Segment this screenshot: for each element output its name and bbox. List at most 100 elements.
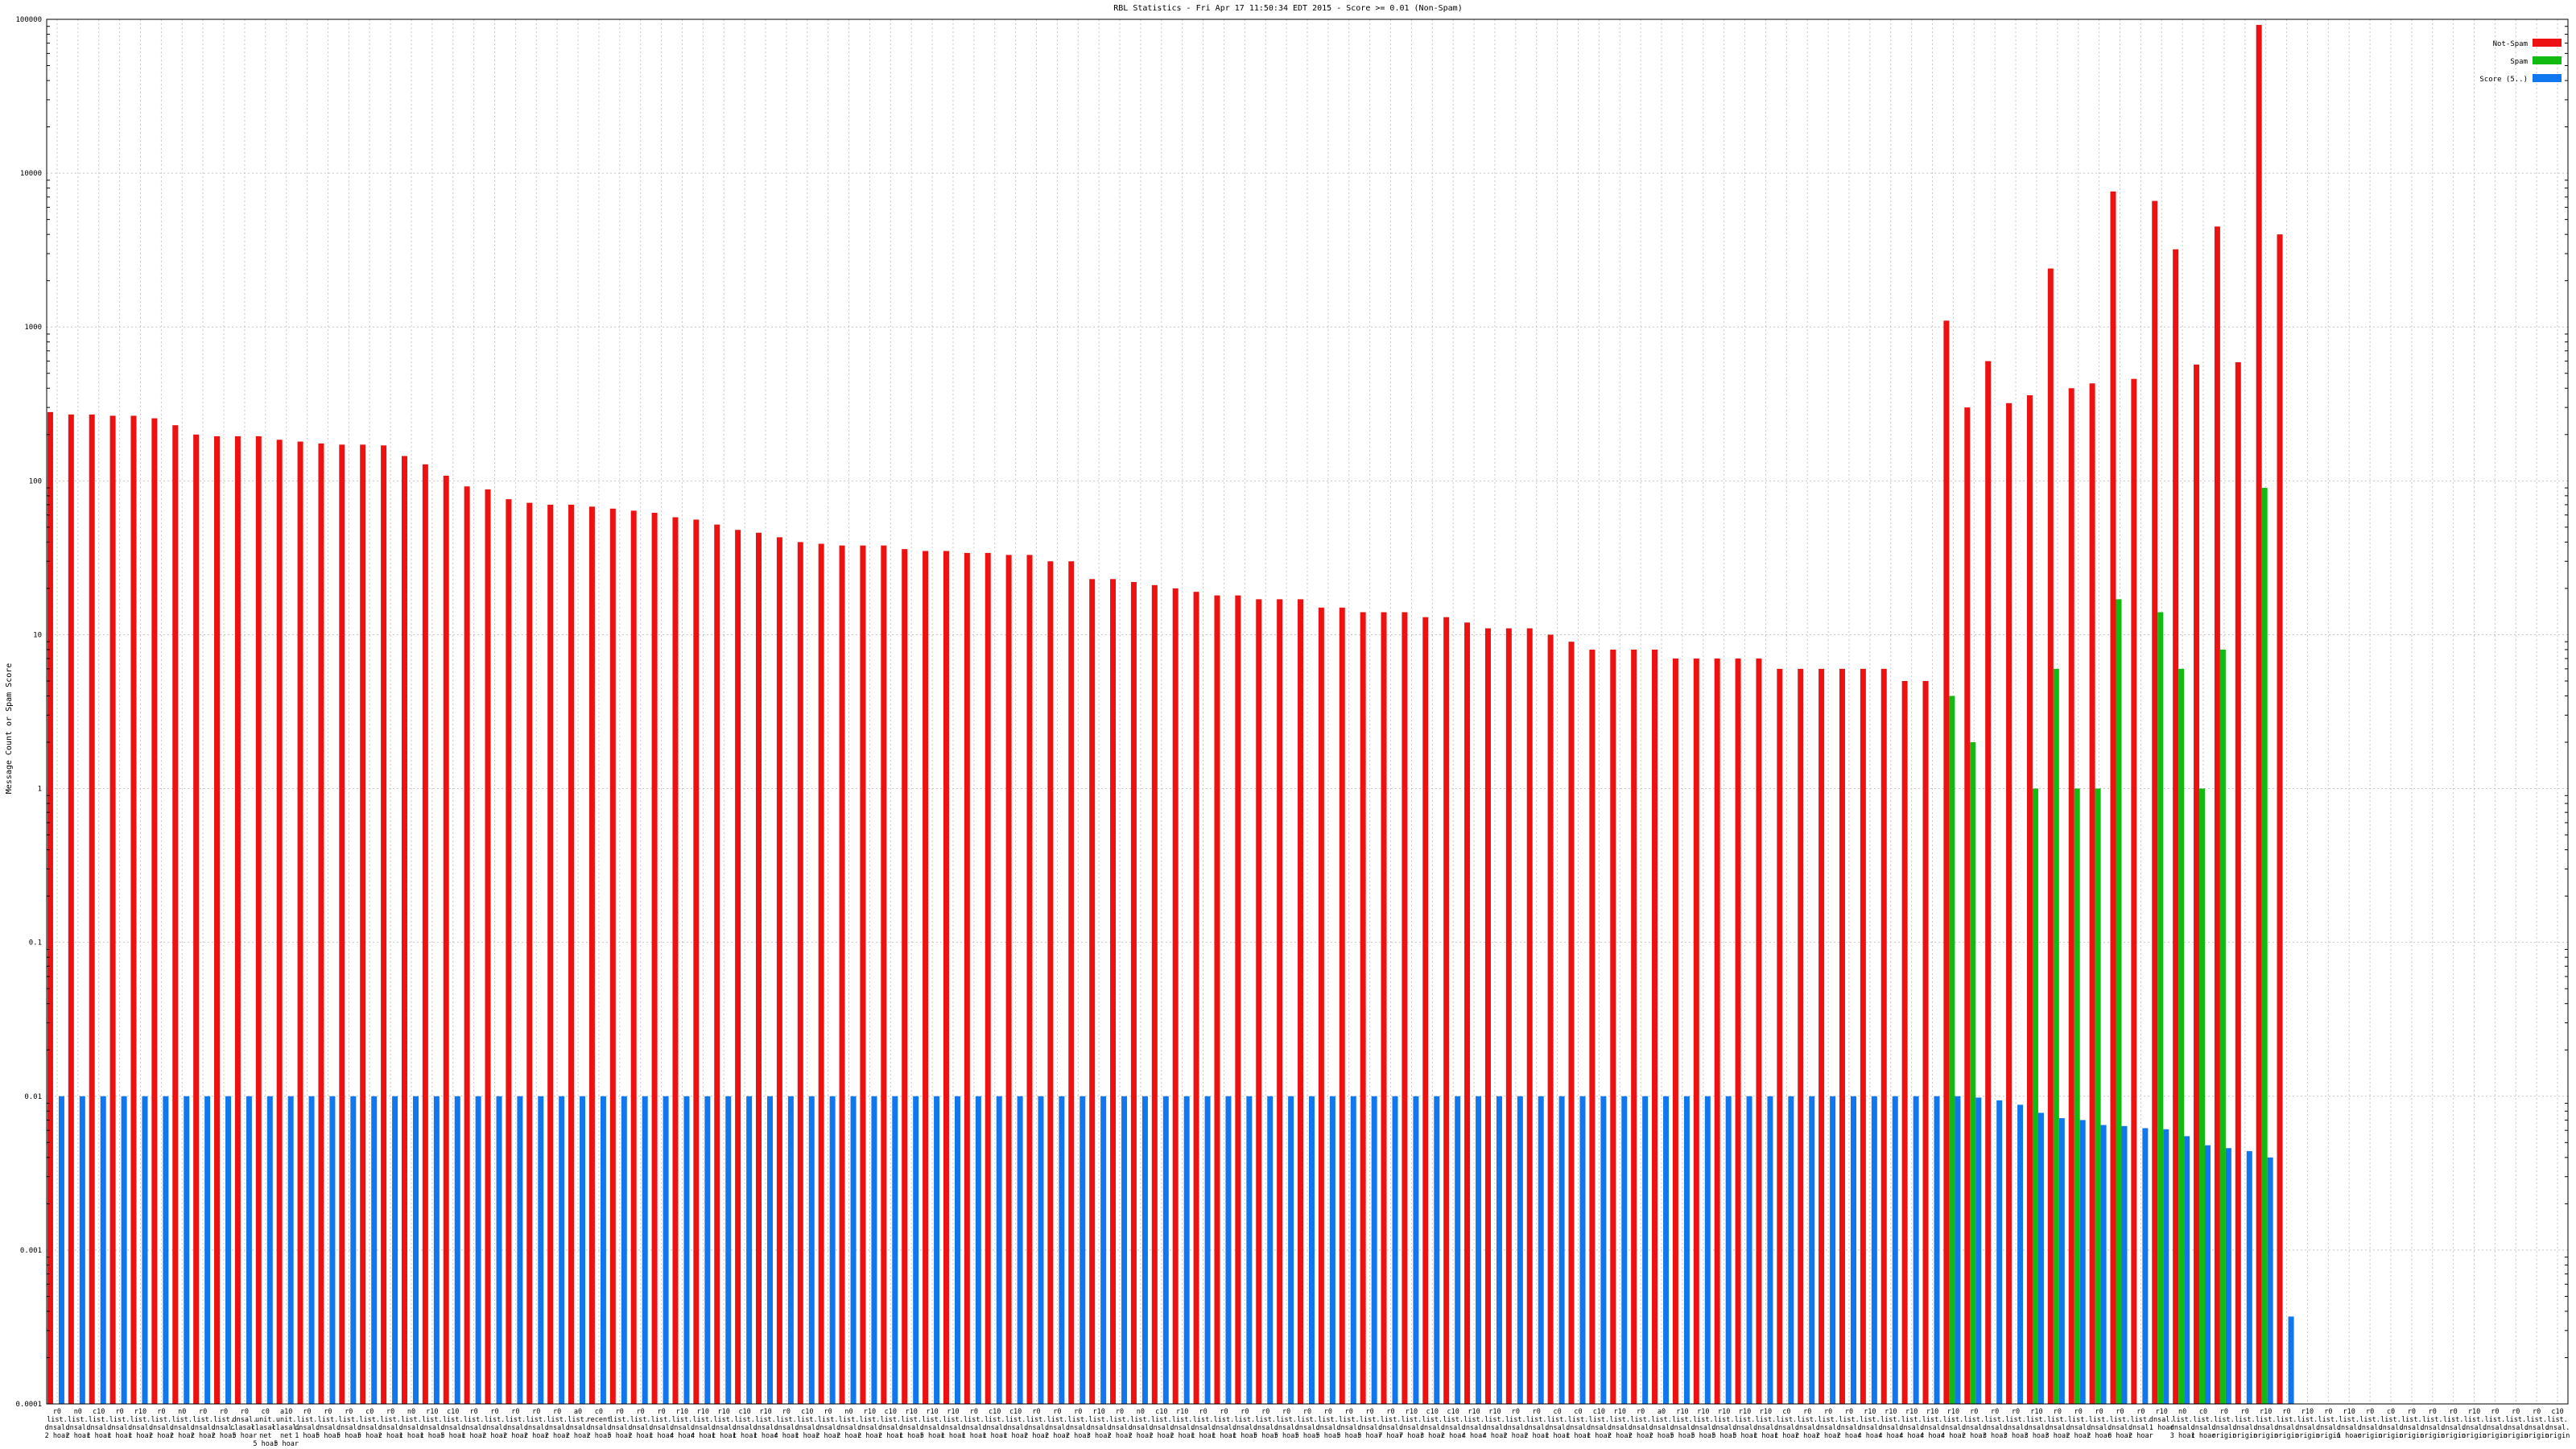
bar-score bbox=[225, 1096, 232, 1404]
bar-score bbox=[871, 1096, 877, 1404]
bar-not-spam bbox=[964, 552, 970, 1404]
x-category-label: n0 list. dnsal. 1 hoar bbox=[399, 1408, 424, 1440]
x-category-label: r10 list. dnsal. 3 hoar bbox=[2025, 1408, 2050, 1440]
bar-not-spam bbox=[1318, 607, 1324, 1404]
x-category-label: r0 list. dnsal. 2 hoar bbox=[1837, 1408, 1862, 1440]
bar-not-spam bbox=[2110, 191, 2116, 1405]
bar-score bbox=[1121, 1096, 1128, 1404]
x-category-label: r0 list. dnsal. 7 hoar bbox=[1378, 1408, 1403, 1440]
bar-not-spam bbox=[1360, 612, 1366, 1404]
x-category-label: r0 list. dnsal. 1 hoar bbox=[461, 1408, 486, 1440]
x-category-label: r0 list. dnsal. 1 hoar bbox=[1232, 1408, 1257, 1440]
x-category-label: r0 list. dnsal. 6 hoar bbox=[2107, 1408, 2132, 1440]
bar-score bbox=[2058, 1118, 2065, 1404]
x-category-label: a0 list. dnsal. 2 hoar bbox=[566, 1408, 591, 1440]
y-tick-label: 0.01 bbox=[24, 1093, 42, 1101]
x-category-label: c0 list. dnsal. 5 hoar bbox=[357, 1408, 382, 1440]
y-tick-label: 100 bbox=[29, 477, 42, 485]
bar-not-spam bbox=[818, 543, 824, 1405]
bar-not-spam bbox=[297, 441, 303, 1405]
bar-score bbox=[1704, 1096, 1711, 1404]
bar-not-spam bbox=[693, 519, 700, 1404]
bar-not-spam bbox=[255, 436, 262, 1404]
x-category-label: r10 list. dnsal. 2 hoar bbox=[857, 1408, 882, 1440]
x-category-label: r10 list. dnsal. 1 hoar bbox=[712, 1408, 737, 1440]
bar-not-spam bbox=[588, 506, 595, 1404]
bar-spam bbox=[2219, 649, 2226, 1404]
bar-score bbox=[184, 1096, 190, 1404]
bar-not-spam bbox=[2047, 268, 2054, 1405]
bar-not-spam bbox=[360, 444, 366, 1404]
bar-spam bbox=[2116, 599, 2122, 1404]
bar-score bbox=[996, 1096, 1002, 1404]
bar-not-spam bbox=[1714, 658, 1720, 1404]
x-category-label: r0 list. dnsal. origin bbox=[2504, 1408, 2529, 1440]
x-category-label: r0 list. dnsal. 3 hoar bbox=[1983, 1408, 2008, 1440]
bar-score bbox=[913, 1096, 919, 1404]
bar-score bbox=[1059, 1096, 1065, 1404]
y-tick-label: 0.1 bbox=[29, 939, 42, 947]
bar-score bbox=[1350, 1096, 1356, 1404]
x-category-label: n0 list. dnsal. 2 hoar bbox=[65, 1408, 90, 1440]
legend: Not-Spam Spam Score (5..) bbox=[2479, 39, 2562, 84]
x-category-label: r10 list. dnsal. 4 hoar bbox=[670, 1408, 695, 1440]
x-category-label: r0 list. dnsal. 2 hoar bbox=[815, 1408, 840, 1440]
bar-not-spam bbox=[1214, 595, 1220, 1404]
bar-score bbox=[58, 1096, 64, 1404]
bar-not-spam bbox=[568, 504, 575, 1405]
bar-score bbox=[142, 1096, 148, 1404]
bar-not-spam bbox=[339, 444, 345, 1404]
bar-score bbox=[1600, 1096, 1607, 1404]
bar-not-spam bbox=[1089, 579, 1096, 1404]
bar-score bbox=[621, 1096, 627, 1404]
y-tick-label: 0.001 bbox=[20, 1247, 42, 1255]
bar-spam bbox=[1970, 742, 1976, 1404]
bar-not-spam bbox=[651, 513, 658, 1405]
x-category-label: c10 list. dnsal. 1 hoar bbox=[982, 1408, 1007, 1440]
x-category-label: r0 list. dnsal. origin bbox=[2400, 1408, 2425, 1440]
bar-score bbox=[1225, 1096, 1232, 1404]
bar-score bbox=[1371, 1096, 1377, 1404]
bar-score bbox=[121, 1096, 127, 1404]
bar-not-spam bbox=[735, 530, 741, 1404]
bar-not-spam bbox=[2089, 383, 2095, 1404]
bar-not-spam bbox=[1464, 622, 1471, 1404]
bar-not-spam bbox=[756, 532, 762, 1404]
bar-score bbox=[2037, 1113, 2044, 1404]
y-tick-label: 1 bbox=[38, 786, 42, 794]
x-category-label: r0 list. dnsal. origin bbox=[2232, 1408, 2257, 1440]
x-category-label: r0 list. dnsal. 1 hoar bbox=[107, 1408, 132, 1440]
grid-lines bbox=[47, 19, 2568, 1405]
bar-score bbox=[392, 1096, 398, 1404]
bar-spam bbox=[2261, 488, 2268, 1404]
bar-score bbox=[1288, 1096, 1294, 1404]
bar-not-spam bbox=[2152, 200, 2158, 1404]
bar-score bbox=[1955, 1096, 1961, 1404]
bar-not-spam bbox=[1589, 649, 1596, 1404]
bar-spam bbox=[2178, 668, 2185, 1404]
x-category-label: r10 list. dnsal. 1 hoar bbox=[420, 1408, 445, 1440]
x-category-label: r0 list. dnsal. 2 hoar bbox=[1045, 1408, 1070, 1440]
x-category-label: r0 list. dnsal. 5 hoar bbox=[1357, 1408, 1382, 1440]
bar-not-spam bbox=[1672, 658, 1678, 1404]
bar-not-spam bbox=[2068, 388, 2074, 1405]
x-category-label: r0 list. dnsal. 2 hoar bbox=[191, 1408, 216, 1440]
x-category-label: c10 list. dnsal. 2 hoar bbox=[1149, 1408, 1174, 1440]
bar-not-spam bbox=[547, 504, 554, 1405]
bar-not-spam bbox=[2277, 234, 2283, 1404]
x-category-label: r0 list. dnsal. 2 hoar bbox=[524, 1408, 549, 1440]
bar-not-spam bbox=[1798, 668, 1804, 1404]
x-category-label: r10 list. dnsal. 4 hoar bbox=[1483, 1408, 1508, 1440]
bar-score bbox=[2225, 1148, 2231, 1404]
legend-label: Spam bbox=[2510, 58, 2528, 66]
x-category-label: r0 list. dnsal. 2 hoar bbox=[482, 1408, 507, 1440]
x-category-label: r10 list. dnsal. 2 hoar bbox=[1170, 1408, 1195, 1440]
y-tick-label: 10 bbox=[33, 631, 42, 639]
x-category-label: r0 list. dnsal. 2 hoar bbox=[45, 1408, 70, 1440]
x-category-label: c0 list. dnsal. origin bbox=[2379, 1408, 2404, 1440]
bar-score bbox=[1517, 1096, 1523, 1404]
bar-score bbox=[1871, 1096, 1877, 1404]
x-category-label: c10 list. dnsal. 1 hoar bbox=[1587, 1408, 1612, 1440]
x-category-label: n0 list. dnsal. 2 hoar bbox=[836, 1408, 861, 1440]
x-category-label: r10 list. dnsal. 1 hoar bbox=[899, 1408, 924, 1440]
